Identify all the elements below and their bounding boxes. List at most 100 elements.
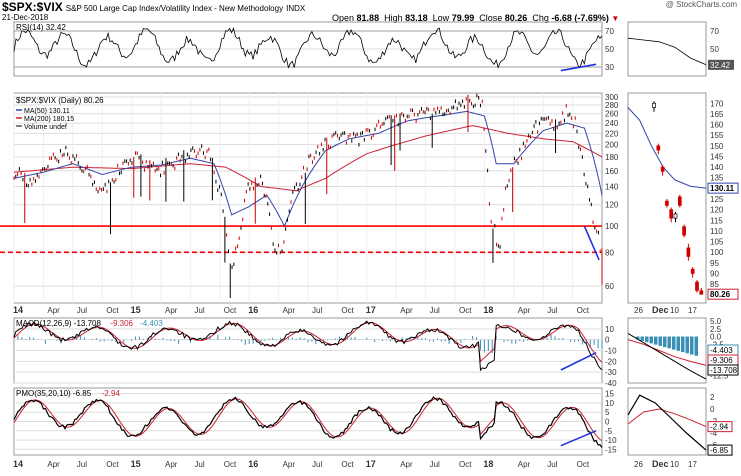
pmo-zoom-signal-line [627,408,707,428]
price-x-tick-label: Apr [518,306,531,315]
pmo-x-tick-label: Jul [312,460,322,469]
pmo-tick-label: 5 [605,408,610,417]
price-x-tick-label: Jul [430,306,440,315]
zoom-candle-body [682,226,686,236]
zoom-candle-body [699,290,704,295]
macd-trendline [560,351,597,371]
zoom-candle-body [673,213,678,219]
rsi-zoom-tick-label: 70 [710,27,719,36]
pmo-x-tick-label: Apr [165,460,178,469]
macd-line [13,320,603,372]
chart-date: 21-Dec-2018 [2,13,49,22]
price-tick-label: 160 [605,167,619,176]
rsi-tick-label: 50 [605,45,614,54]
low-label: Low [432,13,450,23]
price-x-tick-label: 18 [483,305,493,315]
pmo-zoom-tick-label: 0 [710,405,715,414]
pmo-x-tick-label: 18 [483,459,493,469]
macd-zoom-histogram-bar [640,336,644,341]
zoom-candle-body [665,200,669,206]
macd-legend-entry: -4.403 [140,319,163,328]
price-zoom-tick-label: 110 [710,227,723,236]
pmo-last-label: -2.94 [710,423,729,432]
zoom-candle-body [690,268,695,274]
price-last-label: 130.11 [710,184,735,193]
close-label: Close [479,13,503,23]
price-x-tick-label: Oct [341,306,354,315]
price-zoom-x-tick-label: 17 [688,306,697,315]
ohlc-readout: Open 81.88 High 83.18 Low 79.99 Close 80… [332,13,619,23]
macd-zoom-tick-label: 5.0 [710,317,722,326]
pmo-trendline [560,430,597,447]
macd-last-badge [707,364,739,376]
price-title: $SPX:$VIX (Daily) 80.26 [16,96,104,105]
pmo-zoom-x-tick-label: 17 [688,460,697,469]
price-x-tick-label: Oct [224,306,237,315]
pmo-x-tick-label: Jul [194,460,204,469]
pmo-x-tick-label: 16 [248,459,258,469]
rsi-panel-zoom-frame [627,21,707,77]
price-tick-label: 260 [605,110,619,119]
macd-zoom-histogram-bar [663,336,667,348]
price-zoom-tick-label: 120 [710,206,724,215]
price-x-tick-label: Jul [194,306,204,315]
close-value: 80.26 [504,13,528,23]
pmo-x-tick-label: Jul [77,460,87,469]
macd-tick-label: -10 [605,347,617,356]
zoom-candle-body [686,247,691,257]
pmo-legend-entry: -2.94 [102,389,121,398]
price-zoom-tick-label: 150 [710,142,724,151]
rsi-tick-label: 70 [605,27,614,36]
pmo-zoom-x-tick-label: 26 [634,460,643,469]
macd-tick-label: 10 [605,325,614,334]
pmo-zoom-tick-label: -4 [710,429,718,438]
symbol-title: $SPX:$VIX [2,0,63,14]
price-zoom-tick-label: 105 [710,238,724,247]
pmo-tick-label: -5 [605,427,613,436]
pmo-x-tick-label: Jul [430,460,440,469]
macd-zoom-histogram-bar [658,336,662,346]
price-zoom-tick-label: 160 [710,121,724,130]
zoom-candle-body [677,196,682,206]
price-tick-label: 60 [605,282,614,291]
price-tick-label: 240 [605,119,619,128]
price-legend-entry: MA(200) 180.15 [24,116,74,123]
down-arrow-icon: ▼ [611,14,620,23]
macd-zoom-histogram-bar [667,336,671,349]
rsi-line [13,27,603,69]
price-last-label: 80.26 [710,290,731,299]
pmo-tick-label: 10 [605,399,614,408]
price-x-tick-label: Apr [47,306,60,315]
pmo-signal-line [13,397,603,442]
price-zoom-tick-label: 140 [710,163,724,172]
pmo-x-tick-label: Apr [47,460,60,469]
price-last-badge [707,288,739,300]
pmo-zoom-line [627,394,707,451]
macd-zoom-tick-label: 2.5 [710,325,722,334]
price-zoom-tick-label: 155 [710,131,724,140]
macd-legend-entry: -9.306 [110,319,133,328]
pmo-zoom-x-tick-label: Dec [652,459,669,469]
pmo-legend-entry: PMO(35,20,10) -6.85 [16,389,92,398]
price-x-tick-label: Apr [283,306,296,315]
pmo-x-tick-label: Oct [224,460,237,469]
rsi-tick-label: 30 [605,63,614,72]
price-x-tick-label: 16 [248,305,258,315]
price-zoom-tick-label: 145 [710,152,724,161]
price-x-tick-label: Oct [106,306,119,315]
price-x-tick-label: 17 [366,305,376,315]
chg-label: Chg [532,13,549,23]
price-tick-label: 280 [605,101,619,110]
zoom-candle-body [660,166,665,172]
price-legend-entry: MA(50) 130.11 [24,108,70,115]
macd-legend-entry: MACD(12,26,9) -13.708 [16,319,101,328]
price-zoom-tick-label: 100 [710,248,724,257]
pmo-tick-label: 0 [605,418,610,427]
macd-last-label: -4.403 [710,346,733,355]
price-tick-label: 120 [605,201,619,210]
pmo-zoom-x-tick-label: 10 [670,460,679,469]
price-x-tick-label: Jul [77,306,87,315]
macd-zoom-histogram-bar [654,336,658,345]
price-zoom-tick-label: 115 [710,216,723,225]
ma50-zoom-line [627,107,707,189]
